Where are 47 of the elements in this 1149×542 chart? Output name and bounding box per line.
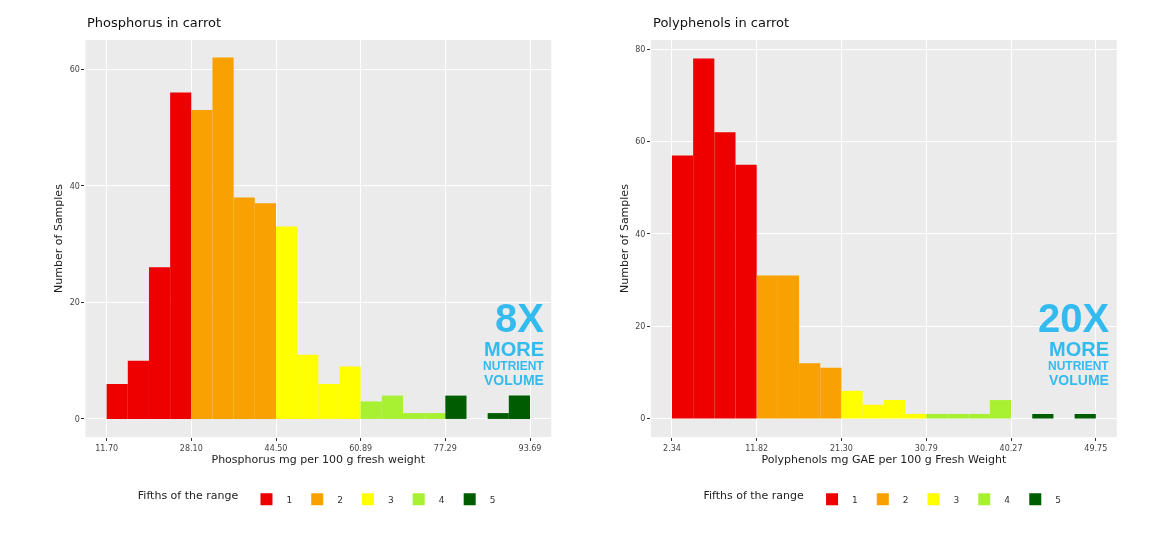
legend-label: 4 [438,494,445,505]
x-axis-title: Polyphenols mg GAE per 100 g Fresh Weight [761,452,1007,466]
annotation: 8X [495,296,545,340]
x-tick-label: 77.29 [433,443,457,453]
annotation: MORE [1049,338,1109,360]
x-tick-label: 49.75 [1084,443,1108,453]
legend-label: 2 [902,494,909,505]
y-tick-label: 60 [69,64,80,74]
chart-title: Polyphenols in carrot [653,15,790,30]
legend-label: 1 [286,494,293,505]
annotation: NUTRIENT [1048,359,1110,373]
legend-label: 1 [852,494,858,505]
annotation: MORE [484,338,544,360]
annotation: 20X [1038,296,1110,340]
chart-title: Phosphorus in carrot [87,15,222,30]
legend-label: 5 [489,494,496,505]
x-tick-label: 21.30 [830,443,853,453]
y-tick-label: 20 [69,298,80,308]
y-tick-label: 20 [635,322,646,332]
x-tick-label: 44.50 [264,443,288,453]
legend-title: Fifths of the range [703,488,805,502]
legend-label: 4 [1004,494,1011,505]
legend-label: 3 [387,494,394,505]
y-tick-label: 0 [74,414,80,424]
y-tick-label: 0 [640,414,646,424]
legend-label: 3 [953,494,960,505]
x-tick-label: 28.10 [179,443,203,453]
x-tick-label: 11.82 [745,443,769,453]
x-tick-label: 93.69 [518,443,542,453]
x-tick-label: 30.79 [914,443,938,453]
annotation: VOLUME [484,372,544,388]
legend-label: 2 [337,494,343,505]
legend-label: 5 [1055,494,1062,505]
x-tick-label: 2.34 [663,443,681,453]
legend-title: Fifths of the range [137,488,239,502]
y-tick-label: 40 [635,229,646,239]
y-tick-label: 40 [69,181,80,191]
y-tick-label: 60 [635,137,646,147]
x-tick-label: 60.89 [349,443,373,453]
x-tick-label: 40.27 [999,443,1023,453]
annotation: VOLUME [1049,372,1109,388]
y-axis-title: Number of Samples [617,183,631,293]
annotation: NUTRIENT [483,359,545,373]
x-axis-title: Phosphorus mg per 100 g fresh weight [211,452,426,466]
x-tick-label: 11.70 [95,443,119,453]
y-tick-label: 80 [635,45,646,55]
y-axis-title: Number of Samples [52,183,66,293]
